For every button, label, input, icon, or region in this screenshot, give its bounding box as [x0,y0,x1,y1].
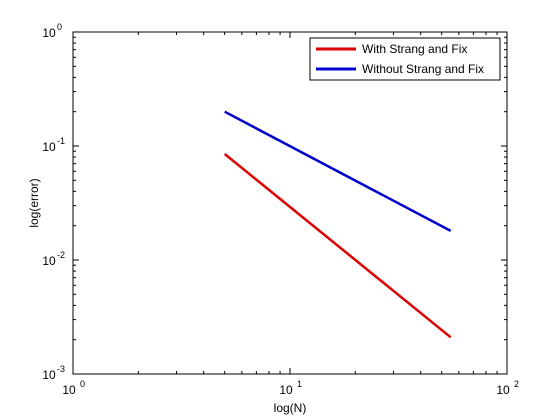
y-tick-exponent: 0 [57,22,62,32]
y-axis-label: log(error) [27,178,41,227]
legend-label-without-strang-fix: Without Strang and Fix [362,62,484,76]
legend: With Strang and Fix Without Strang and F… [309,37,501,81]
x-tick-label: 10 [496,383,510,397]
y-tick-label: 10 [42,254,56,268]
y-tick-exponent: -1 [57,136,65,146]
legend-label-with-strang-fix: With Strang and Fix [362,42,467,56]
x-tick-label: 10 [279,383,293,397]
series-line-with-strang-fix [223,153,452,339]
x-axis-label: log(N) [274,401,307,415]
tick-marks [72,31,508,375]
y-tick-exponent: -2 [57,250,65,260]
series-line-without-strang-fix [224,110,452,233]
plot-area [72,31,508,375]
y-tick-label: 10 [42,140,56,154]
tick-labels: 10 0 10 1 10 210 -310 -210 -110 0 [42,22,519,397]
x-tick-exponent: 1 [297,379,302,389]
y-tick-label: 10 [42,26,56,40]
series-lines [223,110,452,339]
y-tick-label: 10 [42,368,56,382]
legend-box [309,37,501,81]
x-tick-exponent: 0 [80,379,85,389]
y-tick-exponent: -3 [57,364,65,374]
x-tick-label: 10 [62,383,76,397]
x-tick-exponent: 2 [514,379,519,389]
